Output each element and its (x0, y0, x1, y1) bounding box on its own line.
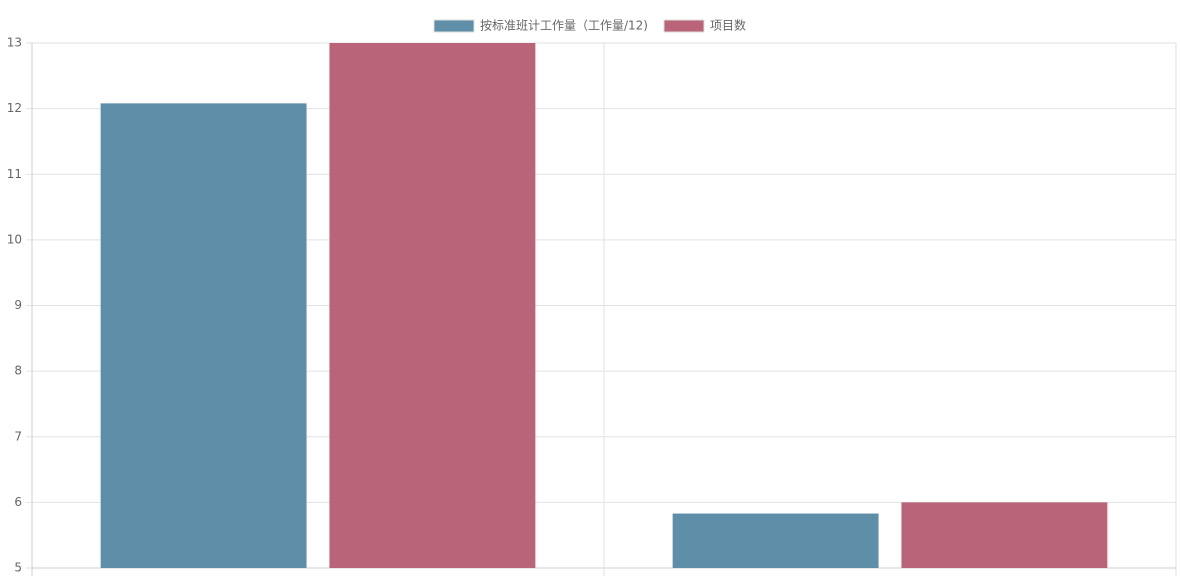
y-tick-label: 5 (14, 561, 22, 575)
y-tick-label: 11 (7, 167, 22, 181)
legend-swatch (663, 19, 705, 33)
legend-label: 项目数 (710, 18, 746, 33)
bar (672, 513, 879, 568)
y-tick-label: 13 (7, 36, 22, 50)
legend-swatch (433, 19, 475, 33)
y-tick-label: 12 (7, 101, 22, 115)
y-tick-label: 10 (7, 232, 22, 246)
bar (100, 103, 307, 568)
y-tick-label: 6 (14, 495, 22, 509)
bar (329, 43, 536, 568)
bar (901, 502, 1108, 568)
legend-label: 按标准班计工作量（工作量/12) (480, 19, 648, 33)
y-tick-label: 9 (14, 298, 22, 312)
y-tick-label: 8 (14, 364, 22, 378)
y-tick-label: 7 (14, 429, 22, 443)
